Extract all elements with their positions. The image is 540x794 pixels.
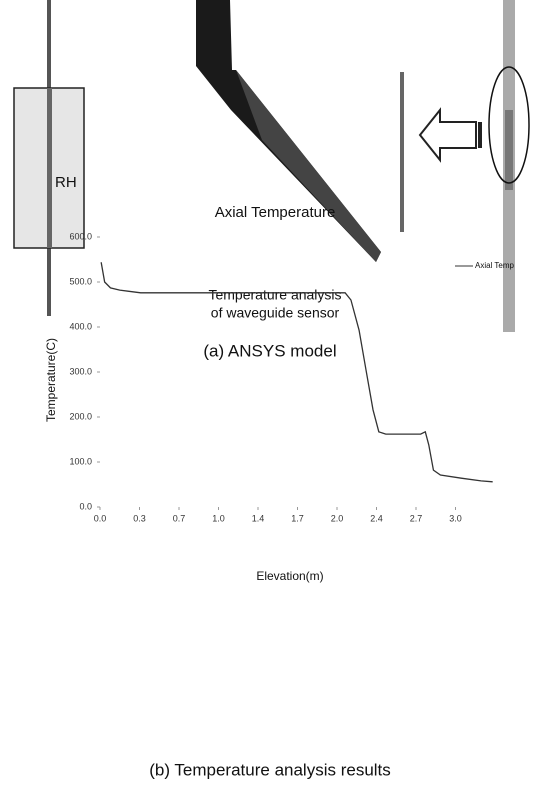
x-tick-label: 1.0 bbox=[212, 513, 225, 523]
x-axis-label: Elevation(m) bbox=[256, 569, 323, 583]
rod-label: RH bbox=[55, 174, 77, 191]
y-tick-label: 100.0 bbox=[69, 456, 92, 466]
y-tick-label: 400.0 bbox=[69, 321, 92, 331]
x-tick-label: 1.4 bbox=[252, 513, 265, 523]
ansys-model: RH Temperature analysis of waveguide sen… bbox=[13, 0, 530, 360]
x-tick-label: 0.3 bbox=[133, 513, 146, 523]
x-tick-label: 3.0 bbox=[449, 513, 462, 523]
x-tick-label: 0.7 bbox=[173, 513, 186, 523]
x-tick-label: 2.7 bbox=[410, 513, 423, 523]
rod-core bbox=[47, 88, 52, 248]
arrow bbox=[418, 107, 477, 163]
arrow-tail bbox=[478, 122, 482, 148]
y-tick-label: 0.0 bbox=[79, 501, 92, 511]
y-axis-label: Temperature(C) bbox=[44, 338, 58, 422]
x-tick-label: 2.0 bbox=[331, 513, 344, 523]
caption: (a) ANSYS model bbox=[203, 341, 336, 360]
x-tick-label: 1.7 bbox=[291, 513, 304, 523]
highlight bbox=[488, 66, 530, 184]
legend-label: Axial Temp bbox=[475, 261, 515, 270]
data-line bbox=[100, 262, 493, 483]
y-tick-label: 200.0 bbox=[69, 411, 92, 421]
y-tick-label: 600.0 bbox=[69, 231, 92, 241]
chart-title: Axial Temperature bbox=[215, 204, 336, 221]
y-tick-label: 300.0 bbox=[69, 366, 92, 376]
annotation: Temperature analysis bbox=[208, 287, 341, 303]
caption: (b) Temperature analysis results bbox=[149, 760, 391, 779]
y-tick-label: 500.0 bbox=[69, 276, 92, 286]
scale-bar bbox=[400, 72, 404, 232]
x-tick-label: 0.0 bbox=[94, 513, 107, 523]
probe-shade bbox=[236, 70, 381, 262]
annotation: of waveguide sensor bbox=[211, 305, 340, 321]
sensor-section bbox=[505, 110, 513, 190]
x-tick-label: 2.4 bbox=[370, 513, 383, 523]
